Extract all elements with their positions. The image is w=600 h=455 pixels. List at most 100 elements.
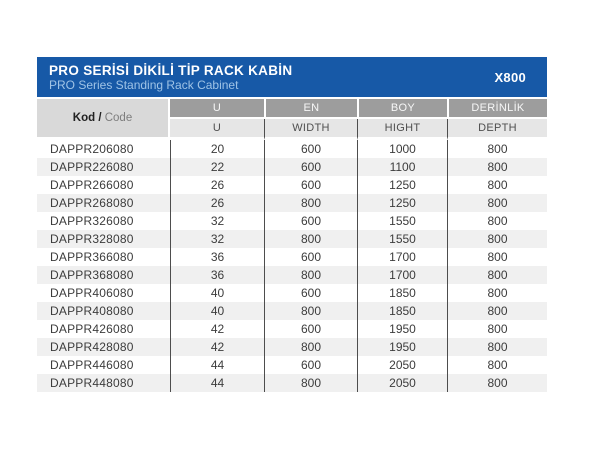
cell-depth: 800	[447, 356, 547, 374]
cell-depth: 800	[447, 320, 547, 338]
cell-width: 600	[264, 320, 357, 338]
cell-depth: 800	[447, 140, 547, 158]
cell-height: 2050	[357, 356, 447, 374]
product-table-section: PRO SERİSİ DİKİLİ TİP RACK KABİN PRO Ser…	[37, 57, 547, 392]
cell-u: 44	[170, 374, 264, 392]
cell-depth: 800	[447, 284, 547, 302]
cell-u: 26	[170, 176, 264, 194]
cell-width: 800	[264, 302, 357, 320]
cell-code: DAPPR448080	[37, 374, 170, 392]
cell-u: 42	[170, 338, 264, 356]
table-row: DAPPR366080 36 600 1700 800	[37, 248, 547, 266]
cell-height: 1550	[357, 212, 447, 230]
cell-depth: 800	[447, 248, 547, 266]
cell-depth: 800	[447, 212, 547, 230]
header-cell-u-tr: U	[170, 99, 264, 119]
cell-u: 36	[170, 266, 264, 284]
table-row: DAPPR406080 40 600 1850 800	[37, 284, 547, 302]
header-cell-derinlik-tr: DERİNLİK	[447, 99, 547, 119]
cell-code: DAPPR328080	[37, 230, 170, 248]
cell-u: 26	[170, 194, 264, 212]
table-row: DAPPR266080 26 600 1250 800	[37, 176, 547, 194]
header-cell-width-en: WIDTH	[264, 119, 357, 140]
cell-code: DAPPR326080	[50, 214, 134, 228]
cell-width: 800	[264, 338, 357, 356]
table-row: DAPPR206080 20 600 1000 800	[37, 140, 547, 158]
cell-height: 1100	[357, 158, 447, 176]
spec-table: Kod / Code U EN BOY DERİNLİK U WIDTH HIG…	[37, 99, 547, 392]
cell-code: DAPPR406080	[50, 286, 134, 300]
cell-height: 1250	[357, 194, 447, 212]
cell-code: DAPPR428080	[37, 338, 170, 356]
cell-width: 800	[264, 194, 357, 212]
cell-width: 800	[264, 266, 357, 284]
table-row: DAPPR368080 36 800 1700 800	[37, 266, 547, 284]
cell-u: 36	[170, 248, 264, 266]
cell-code: DAPPR368080	[37, 266, 170, 284]
table-row: DAPPR426080 42 600 1950 800	[37, 320, 547, 338]
cell-depth: 800	[447, 338, 547, 356]
cell-width: 600	[264, 356, 357, 374]
cell-depth: 800	[447, 176, 547, 194]
header-cell-en-tr: EN	[264, 99, 357, 119]
cell-depth: 800	[447, 302, 547, 320]
cell-depth: 800	[447, 374, 547, 392]
cell-height: 1250	[357, 176, 447, 194]
cell-u: 40	[170, 284, 264, 302]
header-cell-code: Kod / Code	[37, 99, 170, 140]
cell-u: 32	[170, 212, 264, 230]
cell-height: 1950	[357, 320, 447, 338]
product-title-tr: PRO SERİSİ DİKİLİ TİP RACK KABİN	[49, 62, 293, 78]
product-banner: PRO SERİSİ DİKİLİ TİP RACK KABİN PRO Ser…	[37, 57, 547, 97]
cell-u: 22	[170, 158, 264, 176]
cell-code: DAPPR408080	[37, 302, 170, 320]
cell-code: DAPPR226080	[37, 158, 170, 176]
cell-height: 1850	[357, 302, 447, 320]
cell-code: DAPPR268080	[37, 194, 170, 212]
spec-table-body: DAPPR206080 20 600 1000 800 DAPPR226080 22 600 1…	[37, 140, 547, 392]
cell-height: 1700	[357, 266, 447, 284]
cell-code: DAPPR446080	[50, 358, 134, 372]
cell-width: 800	[264, 374, 357, 392]
spec-table-header: Kod / Code U EN BOY DERİNLİK U WIDTH HIG…	[37, 99, 547, 140]
cell-height: 1950	[357, 338, 447, 356]
cell-depth: 800	[447, 230, 547, 248]
cell-width: 600	[264, 176, 357, 194]
cell-code: DAPPR366080	[50, 250, 134, 264]
cell-height: 1000	[357, 140, 447, 158]
model-badge: X800	[494, 69, 526, 85]
header-cell-hight-en: HIGHT	[357, 119, 447, 140]
cell-height: 2050	[357, 374, 447, 392]
cell-code: DAPPR266080	[50, 178, 134, 192]
table-row: DAPPR446080 44 600 2050 800	[37, 356, 547, 374]
header-cell-u-en: U	[170, 119, 264, 140]
cell-u: 44	[170, 356, 264, 374]
header-cell-boy-tr: BOY	[357, 99, 447, 119]
cell-u: 20	[170, 140, 264, 158]
cell-u: 40	[170, 302, 264, 320]
cell-u: 42	[170, 320, 264, 338]
table-row: DAPPR326080 32 600 1550 800	[37, 212, 547, 230]
cell-width: 600	[264, 140, 357, 158]
table-row: DAPPR328080 32 800 1550 800	[37, 230, 547, 248]
cell-depth: 800	[447, 194, 547, 212]
cell-width: 600	[264, 248, 357, 266]
product-title-en: PRO Series Standing Rack Cabinet	[49, 77, 239, 92]
cell-width: 600	[264, 284, 357, 302]
header-cell-depth-en: DEPTH	[447, 119, 547, 140]
cell-width: 800	[264, 230, 357, 248]
cell-code: DAPPR206080	[50, 142, 134, 156]
cell-depth: 800	[447, 266, 547, 284]
table-row: DAPPR268080 26 800 1250 800	[37, 194, 547, 212]
cell-height: 1550	[357, 230, 447, 248]
cell-depth: 800	[447, 158, 547, 176]
header-code-label-en: Code	[104, 112, 133, 124]
table-row: DAPPR226080 22 600 1100 800	[37, 158, 547, 176]
header-code-label-tr: Kod /	[72, 112, 102, 124]
cell-u: 32	[170, 230, 264, 248]
cell-width: 600	[264, 212, 357, 230]
table-row: DAPPR408080 40 800 1850 800	[37, 302, 547, 320]
cell-width: 600	[264, 158, 357, 176]
cell-height: 1850	[357, 284, 447, 302]
